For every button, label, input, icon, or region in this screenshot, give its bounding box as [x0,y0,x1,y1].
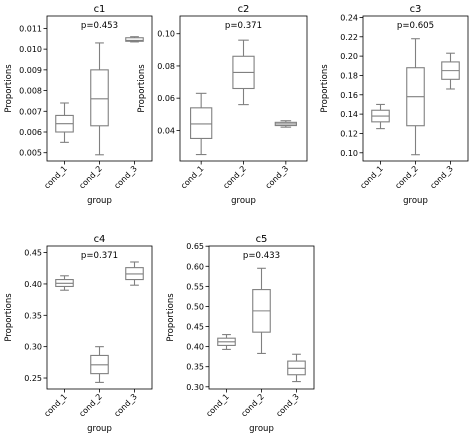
iqr-box [125,37,144,42]
x-tick-label: cond_1 [42,392,69,419]
x-tick-label: cond_1 [179,164,206,191]
x-tick-label: cond_2 [221,164,248,191]
chart-panel-c5: c5 p=0.433 0.30 0.35 0.40 0.45 0.50 0.55 0.60 0.6… [166,234,315,434]
y-tick-label: 0.35 [186,363,204,372]
x-tick-label: cond_3 [264,164,291,191]
y-tick-label: 0.18 [340,71,358,80]
y-tick-label: 0.14 [340,110,358,119]
y-axis-label: Proportions [320,64,330,113]
chart-title: c3 [410,4,422,15]
iqr-box [90,69,109,127]
y-tick-label: 0.10 [157,30,175,39]
y-tick-label: 0.08 [157,62,175,71]
box-cond_3 [287,353,306,383]
y-tick-label: 0.65 [186,242,204,251]
box-cond_3 [125,261,144,286]
x-tick-label: cond_3 [112,392,139,419]
x-axis-label: group [231,196,256,206]
y-tick-label: 0.007 [19,107,42,116]
chart-panel-c3: c3 p=0.605 0.10 0.12 0.14 0.16 0.18 0.20 0.22 0.2… [320,4,469,206]
x-tick-label: cond_1 [204,392,231,419]
x-tick-label: cond_3 [274,392,301,419]
x-tick-label: cond_2 [239,392,266,419]
chart-panel-c4: c4 p=0.371 0.25 0.30 0.35 0.40 0.45 Proportions… [4,234,153,434]
y-tick-label: 0.009 [19,66,42,75]
y-axis-label: Proportions [166,293,176,342]
x-axis-label: group [403,196,428,206]
chart-panel-c2: c2 p=0.371 0.04 0.06 0.08 0.10 Proportions cond… [137,4,308,206]
y-tick-label: 0.25 [24,374,42,383]
box-cond_2 [406,38,425,156]
x-tick-label: cond_2 [393,164,420,191]
box-cond_1 [217,334,236,350]
box-cond_2 [90,42,109,156]
x-tick-label: cond_2 [77,392,104,419]
y-tick-label: 0.005 [19,149,42,158]
y-axis-label: Proportions [4,64,14,113]
y-axis-label: Proportions [4,293,14,342]
box-cond_3 [441,52,460,90]
x-tick-label: cond_2 [77,164,104,191]
box-cond_1 [190,92,213,156]
y-tick-label: 0.20 [340,52,358,61]
y-tick-label: 0.12 [340,129,358,138]
x-tick-label: cond_3 [428,164,455,191]
y-tick-label: 0.40 [24,280,42,289]
y-tick-label: 0.008 [19,87,42,96]
y-tick-label: 0.40 [186,343,204,352]
y-tick-label: 0.011 [19,24,42,33]
chart-title: c1 [94,4,106,15]
x-axis-label: group [249,424,274,434]
y-tick-label: 0.006 [19,128,42,137]
box-cond_3 [274,120,297,128]
y-axis-label: Proportions [137,64,147,113]
box-cond_3 [125,36,144,43]
y-tick-label: 0.24 [340,13,358,22]
p-value-annotation: p=0.453 [81,21,118,31]
y-tick-label: 0.16 [340,91,358,100]
p-value-annotation: p=0.371 [225,21,262,31]
y-tick-label: 0.45 [24,249,42,258]
p-value-annotation: p=0.371 [81,251,118,261]
box-cond_2 [90,346,109,383]
x-axis-label: group [87,196,112,206]
y-tick-label: 0.50 [186,302,204,311]
box-cond_2 [232,39,255,106]
y-tick-label: 0.30 [186,383,204,392]
x-tick-label: cond_1 [358,164,385,191]
x-tick-label: cond_1 [42,164,69,191]
box-cond_1 [55,102,74,143]
chart-title: c2 [238,4,250,15]
y-tick-label: 0.04 [157,126,175,135]
p-value-annotation: p=0.433 [243,251,280,261]
box-cond_1 [55,275,74,291]
y-tick-label: 0.10 [340,149,358,158]
iqr-box [190,107,213,139]
x-axis-label: group [87,424,112,434]
x-tick-label: cond_3 [112,164,139,191]
y-tick-label: 0.06 [157,94,175,103]
plot-frame [208,245,315,390]
y-tick-label: 0.22 [340,33,358,42]
box-cond_2 [252,267,271,355]
y-tick-label: 0.30 [24,343,42,352]
y-tick-label: 0.010 [19,45,42,54]
chart-panel-c1: c1 p=0.453 0.005 0.006 0.007 0.008 0.009 0.010 0… [4,4,153,206]
y-tick-label: 0.35 [24,311,42,320]
y-tick-label: 0.55 [186,282,204,291]
p-value-annotation: p=0.605 [397,21,434,31]
y-tick-label: 0.45 [186,323,204,332]
y-tick-label: 0.60 [186,262,204,271]
box-cond_1 [371,103,390,130]
chart-title: c5 [256,234,268,245]
chart-title: c4 [94,234,106,245]
